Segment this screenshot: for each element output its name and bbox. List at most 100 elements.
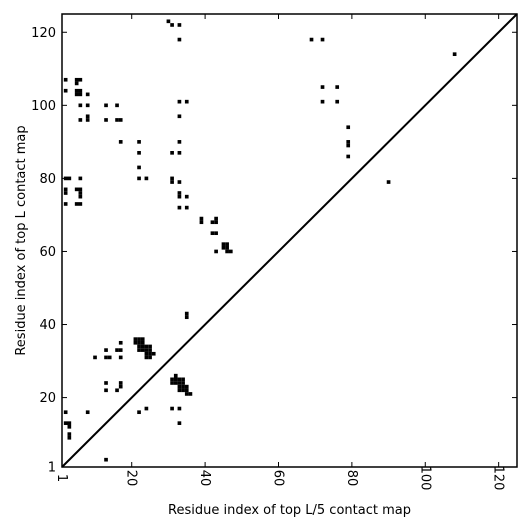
contact-point-lower bbox=[177, 421, 182, 425]
contact-point-lower bbox=[115, 388, 119, 393]
contact-point-lower bbox=[148, 355, 152, 360]
contact-point-upper bbox=[115, 103, 119, 108]
contact-point-upper bbox=[104, 103, 108, 108]
contact-point-upper bbox=[228, 249, 233, 254]
contact-point-lower bbox=[118, 348, 123, 352]
contact-point-upper bbox=[74, 88, 79, 93]
contact-point-upper bbox=[63, 202, 68, 206]
contact-point-lower bbox=[170, 381, 174, 385]
y-axis-label: Residue index of top L contact map bbox=[14, 125, 29, 355]
contact-point-lower bbox=[63, 410, 68, 415]
contact-point-lower bbox=[181, 381, 185, 385]
contact-point-lower bbox=[173, 377, 178, 382]
contact-point-lower bbox=[63, 421, 68, 425]
contact-point-lower bbox=[67, 421, 72, 425]
y-tick-label: 80 bbox=[39, 172, 56, 187]
contact-point-lower bbox=[173, 373, 178, 378]
contact-point-lower bbox=[144, 351, 149, 356]
contact-point-lower bbox=[140, 344, 145, 349]
contact-point-lower bbox=[118, 340, 123, 345]
contact-point-upper bbox=[177, 37, 182, 42]
contact-point-lower bbox=[170, 406, 174, 411]
contact-point-upper bbox=[177, 23, 182, 27]
contact-point-lower bbox=[67, 432, 72, 436]
contact-point-upper bbox=[104, 118, 108, 122]
contact-point-lower bbox=[177, 406, 182, 411]
contact-point-upper bbox=[177, 99, 182, 104]
contact-point-upper bbox=[170, 180, 174, 184]
contact-point-upper bbox=[210, 231, 215, 236]
contact-point-lower bbox=[148, 348, 152, 352]
contact-point-upper bbox=[78, 191, 83, 195]
contact-point-lower bbox=[181, 388, 185, 393]
x-tick-label: 60 bbox=[270, 470, 285, 487]
contact-point-lower bbox=[177, 377, 182, 382]
contact-point-upper bbox=[177, 151, 182, 155]
contact-point-lower bbox=[151, 351, 156, 356]
contact-point-upper bbox=[346, 125, 351, 130]
contact-point-lower bbox=[137, 337, 141, 341]
contact-point-upper bbox=[335, 85, 340, 89]
contact-point-upper bbox=[177, 194, 182, 199]
contact-point-lower bbox=[140, 348, 145, 352]
x-axis-ticks: 1 20 40 60 80 100 120 bbox=[54, 14, 506, 490]
contact-point-lower bbox=[177, 388, 182, 393]
contact-point-upper bbox=[177, 180, 182, 184]
contact-point-lower bbox=[104, 388, 108, 393]
contact-point-upper bbox=[137, 140, 141, 144]
contact-point-lower bbox=[137, 344, 141, 349]
contact-point-upper bbox=[137, 176, 141, 181]
contact-point-lower bbox=[107, 355, 112, 360]
contact-point-lower bbox=[140, 340, 145, 345]
contact-point-lower bbox=[104, 381, 108, 385]
diagonal-line bbox=[61, 13, 518, 468]
contact-point-upper bbox=[184, 99, 189, 104]
contact-point-lower bbox=[173, 381, 178, 385]
contact-point-lower bbox=[181, 384, 185, 389]
contact-point-lower bbox=[170, 377, 174, 382]
contact-point-upper bbox=[184, 205, 189, 210]
contact-point-upper bbox=[177, 191, 182, 195]
contact-point-upper bbox=[214, 216, 218, 221]
contact-point-upper bbox=[74, 202, 79, 206]
contact-point-lower bbox=[184, 384, 189, 389]
contact-point-upper bbox=[335, 99, 340, 104]
contact-point-upper bbox=[78, 194, 83, 199]
contact-point-lower bbox=[137, 410, 141, 415]
contact-point-lower bbox=[144, 348, 149, 352]
contact-point-upper bbox=[225, 249, 229, 254]
contact-point-upper bbox=[137, 165, 141, 170]
contact-point-upper bbox=[386, 180, 391, 184]
contact-point-upper bbox=[74, 81, 79, 86]
y-tick-label: 100 bbox=[31, 99, 56, 114]
contact-point-upper bbox=[184, 315, 189, 320]
contact-point-lower bbox=[148, 344, 152, 349]
contact-point-upper bbox=[63, 77, 68, 82]
contact-point-upper bbox=[118, 118, 123, 122]
contact-point-upper bbox=[320, 37, 325, 42]
contact-point-upper bbox=[177, 205, 182, 210]
contact-point-lower bbox=[140, 337, 145, 341]
contact-point-upper bbox=[78, 118, 83, 122]
contact-point-lower bbox=[104, 457, 108, 462]
contact-point-upper bbox=[85, 114, 90, 119]
contact-point-lower bbox=[144, 344, 149, 349]
contact-point-lower bbox=[177, 384, 182, 389]
contact-point-lower bbox=[137, 340, 141, 345]
contact-point-upper bbox=[177, 140, 182, 144]
contact-point-upper bbox=[184, 194, 189, 199]
contact-point-upper bbox=[74, 77, 79, 82]
contact-point-lower bbox=[184, 388, 189, 393]
plot-frame bbox=[61, 13, 518, 468]
contact-point-upper bbox=[199, 220, 204, 225]
contact-point-upper bbox=[85, 118, 90, 122]
contact-point-upper bbox=[78, 202, 83, 206]
contact-point-upper bbox=[118, 140, 123, 144]
contact-point-upper bbox=[78, 88, 83, 93]
contact-point-lower bbox=[144, 406, 149, 411]
contact-point-upper bbox=[214, 249, 218, 254]
contact-point-lower bbox=[104, 355, 108, 360]
x-tick-label: 80 bbox=[344, 470, 359, 487]
contact-point-upper bbox=[309, 37, 314, 42]
